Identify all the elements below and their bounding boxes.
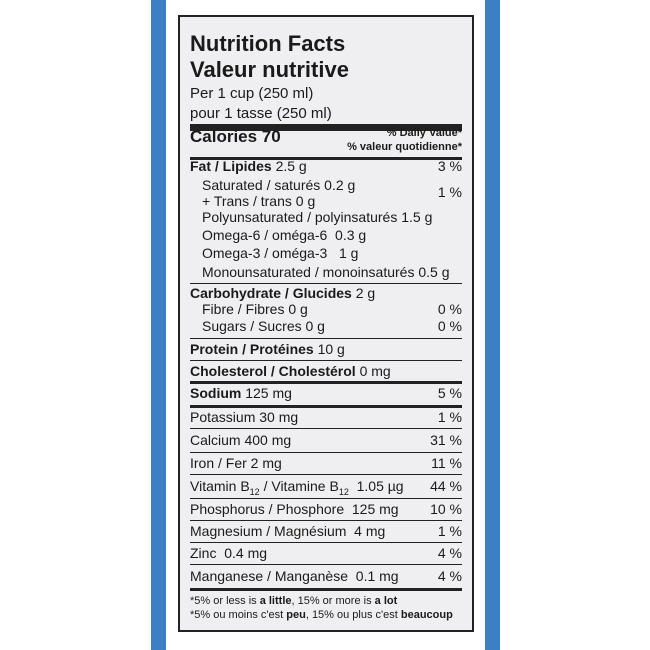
rule <box>190 498 462 499</box>
nutrient-name: Sodium <box>190 385 242 401</box>
rule <box>190 405 462 408</box>
title: Valeur nutritive <box>190 57 349 82</box>
dv: 1 % <box>437 523 462 539</box>
dv: 1 % <box>437 184 462 200</box>
text: *5% or less is <box>190 595 260 607</box>
nutrient-name: Carbohydrate / Glucides <box>190 285 352 301</box>
text: / Vitamine B <box>259 478 339 494</box>
rule <box>190 157 462 160</box>
rule <box>190 452 462 453</box>
nutrient: Fibre / Fibres 0 g <box>202 301 308 317</box>
nutrient: + Trans / trans 0 g <box>202 193 316 209</box>
dv: 44 % <box>430 478 462 494</box>
rule <box>190 588 462 591</box>
text: beaucoup <box>400 609 453 621</box>
dv: 0 % <box>437 318 462 334</box>
serving: Per 1 cup (250 ml) <box>190 85 314 102</box>
nutrient: Zinc 0.4 mg <box>190 545 268 561</box>
dv: 1 % <box>437 409 462 425</box>
nutrient: Sodium 125 mg <box>190 385 292 401</box>
dv-header: % valeur quotidienne* <box>347 141 462 153</box>
dv: 31 % <box>430 432 462 448</box>
footnote: *5% ou moins c'est peu, 15% ou plus c'es… <box>190 609 453 621</box>
dv: 10 % <box>430 501 462 517</box>
nutrient: Phosphorus / Phosphore 125 mg <box>190 501 399 517</box>
amount: 1.05 µg <box>348 478 404 494</box>
dv: 4 % <box>437 568 462 584</box>
nutrient: Magnesium / Magnésium 4 mg <box>190 523 386 539</box>
rule <box>190 520 462 521</box>
nutrition-label: Nutrition Facts Valeur nutritive Per 1 c… <box>178 15 474 632</box>
footnote: *5% or less is a little, 15% or more is … <box>190 595 397 607</box>
nutrient: Carbohydrate / Glucides 2 g <box>190 285 375 301</box>
text: *5% ou moins c'est <box>190 609 287 621</box>
nutrient: Fat / Lipides 2.5 g <box>190 158 307 174</box>
dv: 11 % <box>431 455 462 471</box>
amount: 2 g <box>351 285 376 301</box>
serving: pour 1 tasse (250 ml) <box>190 105 332 122</box>
blue-strip <box>485 0 500 650</box>
text: a lot <box>374 595 398 607</box>
dv: 4 % <box>437 545 462 561</box>
calories: Calories 70 <box>190 127 281 146</box>
nutrient: Omega-3 / oméga-3 1 g <box>202 245 359 261</box>
nutrient-name: Fat / Lipides <box>190 158 272 174</box>
nutrient: Cholesterol / Cholestérol 0 mg <box>190 363 391 379</box>
title: Nutrition Facts <box>190 31 346 56</box>
nutrient: Potassium 30 mg <box>190 409 299 425</box>
amount: 10 g <box>313 341 345 357</box>
dv: 0 % <box>437 301 462 317</box>
nutrient: Omega-6 / oméga-6 0.3 g <box>202 227 367 243</box>
text: , 15% or more is <box>291 595 375 607</box>
subscript: 12 <box>249 486 260 497</box>
rule <box>190 338 462 339</box>
text: , 15% ou plus c'est <box>305 609 401 621</box>
nutrient: Saturated / saturés 0.2 g <box>202 177 356 193</box>
rule <box>190 564 462 565</box>
text: a little <box>259 595 292 607</box>
nutrient: Polyunsaturated / polyinsaturés 1.5 g <box>202 209 433 225</box>
rule <box>190 428 462 429</box>
nutrient-name: Cholesterol / Cholestérol <box>190 363 356 379</box>
dv: 5 % <box>437 385 462 401</box>
amount: 0 mg <box>355 363 391 379</box>
nutrient-name: Protein / Protéines <box>190 341 314 357</box>
dv: 3 % <box>437 158 462 174</box>
nutrient: Monounsaturated / monoinsaturés 0.5 g <box>202 264 450 280</box>
rule <box>190 124 462 131</box>
text: peu <box>286 609 306 621</box>
subscript: 12 <box>338 486 349 497</box>
rule <box>190 360 462 361</box>
rule <box>190 381 462 384</box>
rule <box>190 542 462 543</box>
nutrient: Vitamin B12 / Vitamine B12 1.05 µg <box>190 478 404 497</box>
nutrient: Manganese / Manganèse 0.1 mg <box>190 568 399 584</box>
rule <box>190 474 462 475</box>
nutrient: Protein / Protéines 10 g <box>190 341 345 357</box>
dv-header: % Daily Value* <box>386 127 462 139</box>
blue-strip <box>151 0 166 650</box>
amount: 2.5 g <box>271 158 307 174</box>
nutrient: Sugars / Sucres 0 g <box>202 318 325 334</box>
nutrient: Calcium 400 mg <box>190 432 292 448</box>
text: Vitamin B <box>190 478 250 494</box>
rule <box>190 283 462 284</box>
nutrient: Iron / Fer 2 mg <box>190 455 282 471</box>
amount: 125 mg <box>241 385 292 401</box>
